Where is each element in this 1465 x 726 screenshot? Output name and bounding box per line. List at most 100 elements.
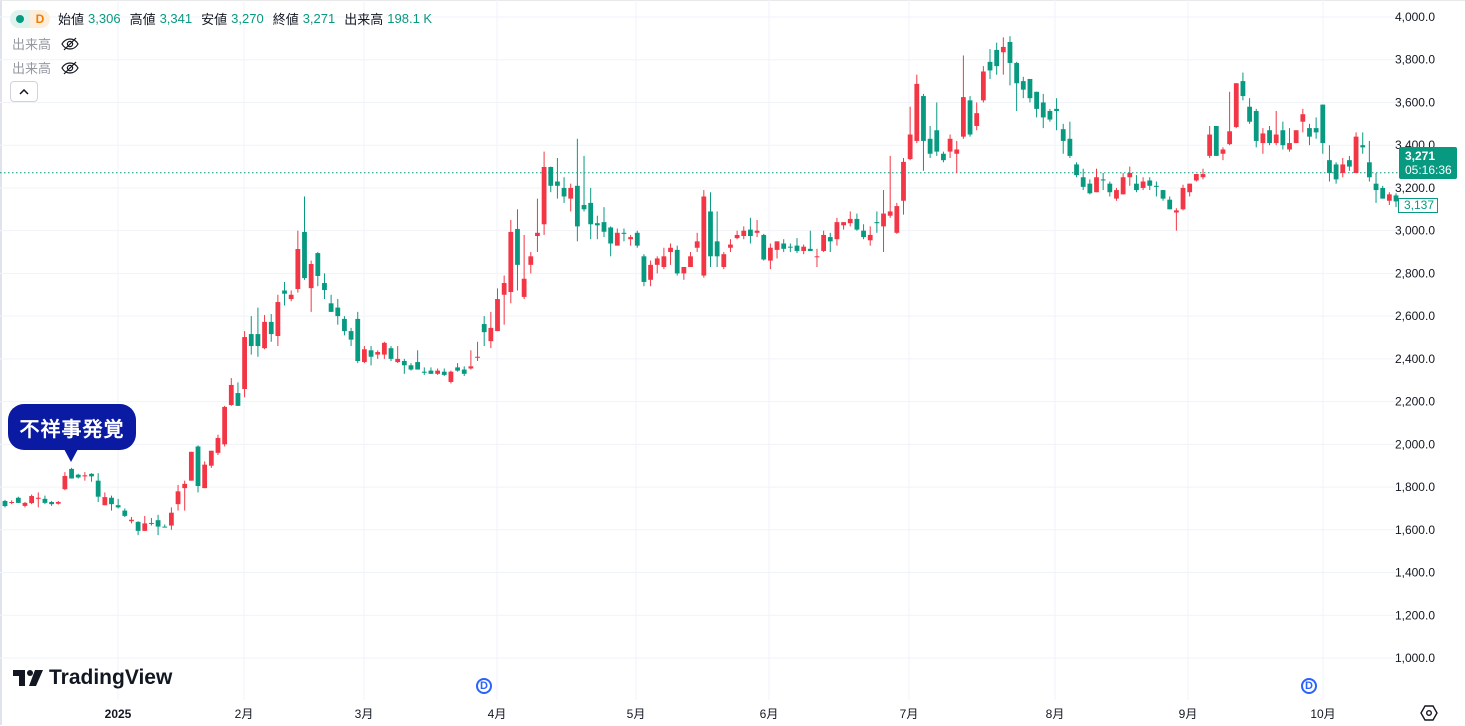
candle[interactable]: [1233, 83, 1239, 129]
candle[interactable]: [654, 256, 660, 274]
candle[interactable]: [847, 211, 853, 227]
eye-off-icon[interactable]: [61, 37, 79, 51]
candle[interactable]: [475, 341, 480, 362]
candle[interactable]: [801, 244, 807, 255]
candle[interactable]: [129, 516, 134, 524]
candle[interactable]: [1373, 172, 1379, 203]
candle[interactable]: [535, 198, 540, 253]
candle[interactable]: [255, 307, 261, 357]
candle[interactable]: [1094, 168, 1099, 193]
candle[interactable]: [1213, 125, 1219, 156]
candle[interactable]: [42, 495, 48, 505]
candle[interactable]: [435, 368, 441, 375]
candle[interactable]: [22, 502, 28, 508]
candle[interactable]: [215, 434, 221, 456]
candle[interactable]: [9, 500, 15, 505]
candle[interactable]: [1240, 72, 1246, 101]
candle[interactable]: [49, 500, 54, 506]
candle[interactable]: [395, 346, 401, 364]
candle[interactable]: [222, 405, 228, 447]
candle[interactable]: [708, 192, 713, 267]
candle[interactable]: [1173, 208, 1179, 231]
candle[interactable]: [821, 230, 827, 253]
candle[interactable]: [774, 241, 780, 259]
candle[interactable]: [634, 230, 640, 248]
candle[interactable]: [1386, 192, 1392, 206]
candle[interactable]: [1020, 76, 1026, 99]
candle[interactable]: [1193, 174, 1199, 182]
collapse-legend-button[interactable]: [10, 81, 38, 102]
candle[interactable]: [501, 275, 507, 325]
candle[interactable]: [381, 341, 387, 359]
settings-icon[interactable]: [1420, 705, 1438, 721]
candle[interactable]: [728, 239, 733, 253]
candle[interactable]: [89, 473, 94, 482]
candle[interactable]: [415, 350, 421, 370]
candle[interactable]: [967, 96, 973, 137]
candle[interactable]: [608, 226, 614, 257]
candle[interactable]: [987, 49, 993, 79]
candle[interactable]: [262, 315, 267, 350]
candle[interactable]: [162, 524, 168, 528]
candle[interactable]: [135, 521, 141, 536]
candle[interactable]: [122, 508, 128, 517]
candle[interactable]: [621, 228, 627, 242]
candle[interactable]: [295, 230, 301, 293]
candle[interactable]: [1060, 123, 1066, 154]
candle[interactable]: [661, 247, 667, 270]
candle[interactable]: [974, 102, 980, 131]
candle[interactable]: [1267, 125, 1272, 146]
candle[interactable]: [495, 288, 500, 332]
candle[interactable]: [448, 370, 454, 384]
candle[interactable]: [914, 74, 920, 144]
candle[interactable]: [1100, 172, 1106, 191]
candle[interactable]: [308, 260, 314, 312]
candle[interactable]: [714, 211, 720, 267]
candle[interactable]: [1040, 93, 1046, 129]
candle[interactable]: [1147, 177, 1153, 191]
candle[interactable]: [441, 368, 447, 376]
candle[interactable]: [315, 252, 321, 287]
candle[interactable]: [149, 518, 154, 526]
candle[interactable]: [1087, 179, 1093, 195]
candle[interactable]: [142, 515, 148, 531]
candle[interactable]: [515, 209, 520, 291]
indicator-volume-2[interactable]: 出来高: [12, 58, 79, 77]
candle[interactable]: [29, 494, 35, 505]
candle[interactable]: [588, 187, 594, 240]
candle[interactable]: [288, 290, 294, 302]
candle[interactable]: [1340, 158, 1346, 178]
candle[interactable]: [95, 473, 101, 503]
candle[interactable]: [62, 472, 68, 491]
candle[interactable]: [1160, 190, 1166, 201]
candle[interactable]: [854, 213, 860, 231]
candle[interactable]: [1227, 91, 1233, 146]
candle[interactable]: [688, 252, 693, 267]
candle[interactable]: [1347, 155, 1352, 171]
indicator-volume-1[interactable]: 出来高: [12, 34, 79, 53]
candle[interactable]: [894, 202, 900, 234]
candle[interactable]: [1187, 183, 1193, 197]
candle[interactable]: [1007, 36, 1013, 86]
candle[interactable]: [75, 473, 81, 479]
candle[interactable]: [994, 42, 1000, 75]
candle[interactable]: [15, 496, 21, 504]
candle[interactable]: [1220, 147, 1226, 161]
candle[interactable]: [208, 450, 214, 468]
dividend-marker[interactable]: D: [1301, 678, 1317, 694]
candle[interactable]: [960, 55, 966, 139]
candle[interactable]: [375, 350, 381, 359]
candle[interactable]: [342, 316, 347, 336]
candle[interactable]: [574, 138, 580, 242]
candle[interactable]: [581, 155, 587, 212]
candle[interactable]: [35, 492, 41, 508]
candle[interactable]: [1320, 104, 1326, 154]
candle[interactable]: [155, 514, 161, 536]
candle[interactable]: [561, 177, 567, 203]
candle[interactable]: [328, 294, 334, 312]
candle[interactable]: [1074, 162, 1079, 178]
candle[interactable]: [980, 66, 986, 103]
candle[interactable]: [781, 239, 787, 253]
candle[interactable]: [1134, 175, 1139, 193]
